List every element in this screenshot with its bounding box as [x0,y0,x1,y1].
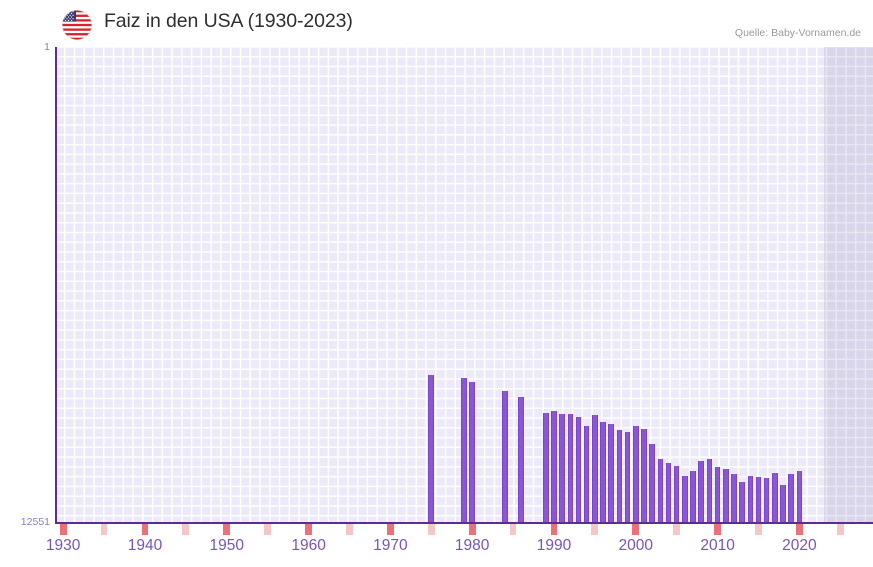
x-tick-minor [836,524,844,535]
bar [788,474,794,523]
x-tick-label: 1960 [291,537,326,554]
bar [567,413,574,523]
bar [469,382,475,523]
bar [657,458,664,523]
y-tick-top: 1 [44,41,50,53]
x-tick-label: 1940 [127,537,163,554]
source-note: Quelle: Baby-Vornamen.de [734,27,861,39]
y-axis-title: Platz [0,252,3,276]
bar [551,410,557,523]
bar [461,377,467,523]
bar [575,417,582,523]
x-tick-major [141,524,149,535]
x-tick-minor [427,524,435,535]
bar [682,475,688,523]
bar [747,476,754,523]
x-tick-label: 1980 [454,537,490,554]
bar [714,467,721,523]
x-tick-major [550,524,558,535]
bar [592,414,598,523]
page-title: Faiz in den USA (1930-2023) [104,10,353,32]
x-tick-major [305,524,312,535]
x-tick-minor [509,524,517,535]
bar [559,413,565,523]
bar [780,485,786,523]
plot-area [55,47,873,523]
x-tick-label: 1930 [45,537,81,554]
bar [583,426,590,523]
bar [690,471,696,523]
bar [502,390,508,523]
x-tick-label: 2020 [782,537,817,554]
x-tick-major [632,524,640,535]
x-tick-major [223,524,231,535]
x-tick-minor [182,524,190,535]
x-tick-minor [673,524,681,535]
x-tick-major [59,524,67,535]
y-axis-line [55,47,57,524]
x-axis-tickstrip [55,524,873,535]
x-tick-major [386,524,394,535]
bar [608,423,615,523]
x-tick-major [468,524,476,535]
bar-series [55,47,873,523]
bar [649,444,655,523]
bar [722,469,729,523]
x-tick-minor [591,524,599,535]
bar [665,463,672,523]
bar [543,412,549,523]
bar [518,397,525,523]
bar [624,432,631,523]
x-tick-label: 2000 [618,537,654,554]
bar [673,466,680,523]
bar [632,425,639,523]
bar [796,471,803,523]
x-tick-major [795,524,803,535]
bar [698,461,704,523]
x-tick-minor [264,524,272,535]
bar [755,477,762,523]
bar [616,429,623,523]
x-tick-major [714,524,721,535]
x-tick-label: 2010 [700,537,735,554]
bar [763,478,770,523]
bar [706,458,713,523]
bar [739,481,745,523]
bar [641,429,647,523]
x-tick-minor [346,524,353,535]
x-tick-minor [100,524,108,535]
y-tick-bottom: 12551 [20,516,50,528]
x-tick-label: 1950 [209,537,245,554]
bar [731,474,737,523]
x-axis-line [55,522,873,524]
bar [772,473,778,523]
us-flag-icon [62,10,92,40]
bar [428,375,435,523]
x-tick-label: 1970 [373,537,408,554]
chart-header: Faiz in den USA (1930-2023) Quelle: Baby… [0,0,873,46]
bar [600,422,606,523]
x-tick-minor [755,524,762,535]
x-tick-label: 1990 [536,537,572,554]
